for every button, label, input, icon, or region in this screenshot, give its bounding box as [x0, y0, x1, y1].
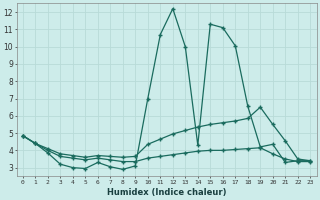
- X-axis label: Humidex (Indice chaleur): Humidex (Indice chaleur): [107, 188, 226, 197]
